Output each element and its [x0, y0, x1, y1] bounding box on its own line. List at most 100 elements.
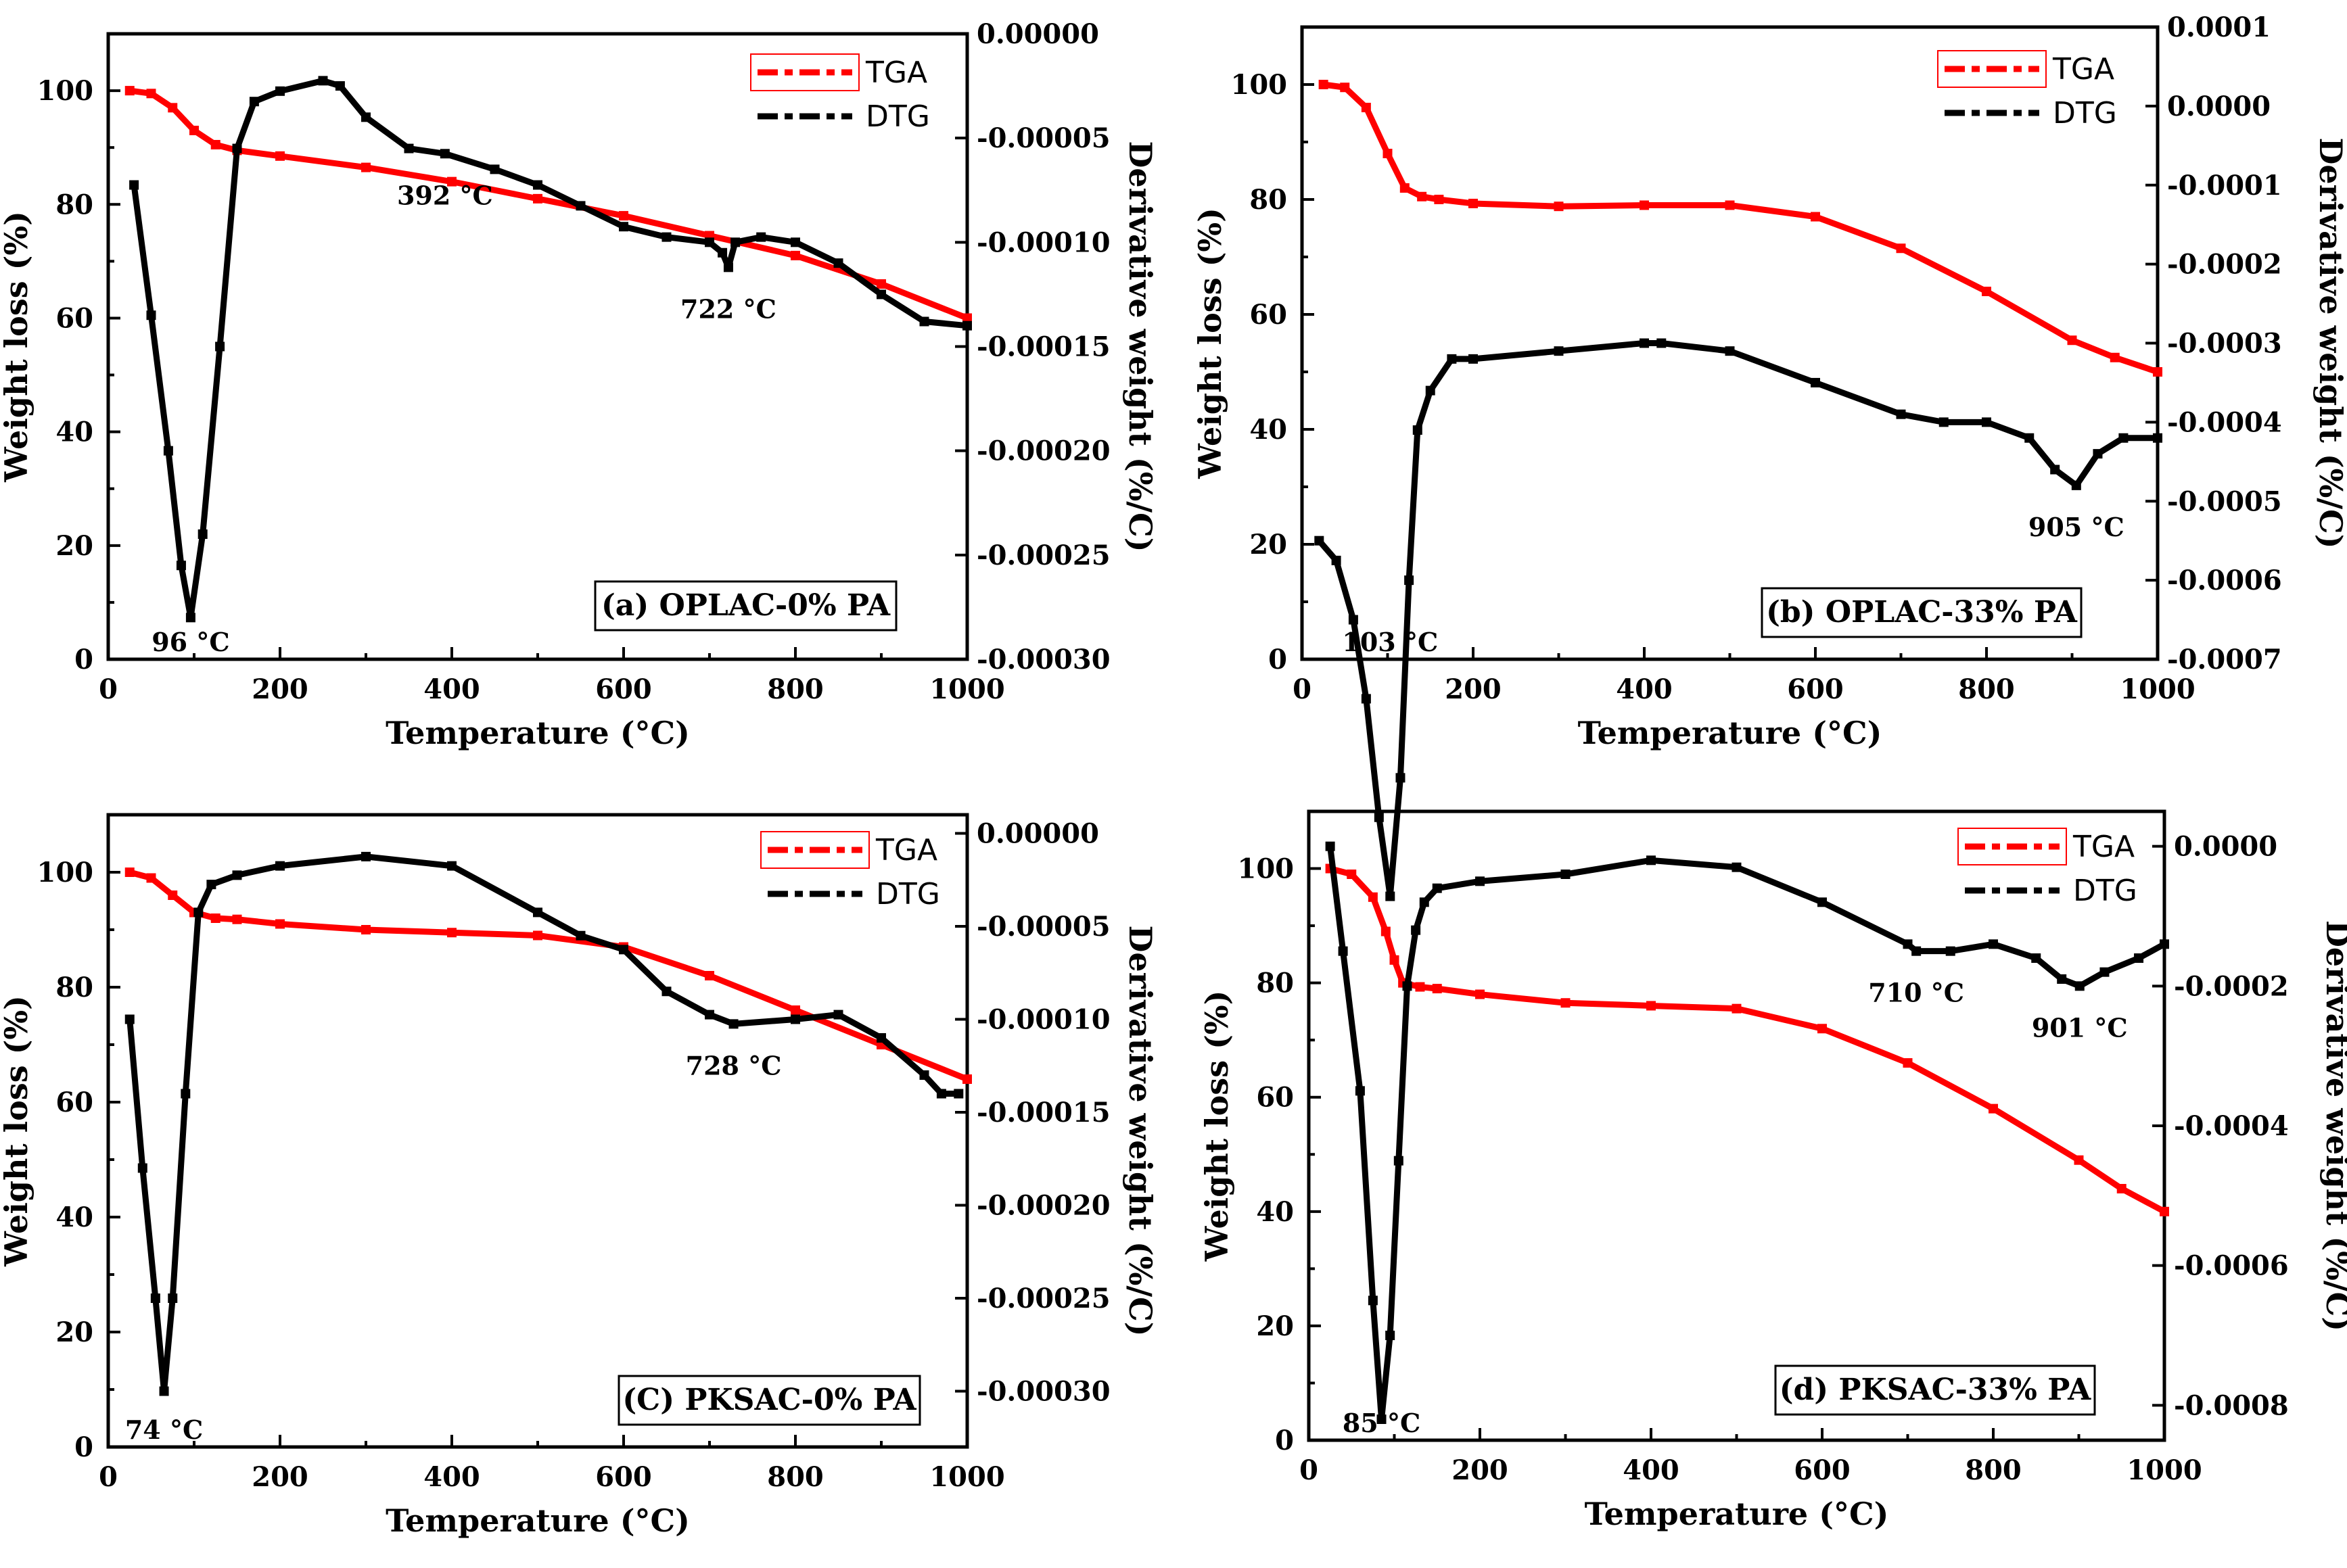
y2-tick-label: 0.0001	[2167, 11, 2271, 43]
legend-tga-box	[1957, 828, 2067, 865]
series-tga-line	[1323, 81, 2159, 375]
series-dtg-line	[126, 853, 959, 1394]
series-dtg-point	[756, 232, 766, 242]
legend: TGA DTG	[1957, 828, 2137, 908]
series-tga-line	[1329, 865, 2166, 1214]
y-axis-title: Weight loss (%)	[1192, 208, 1228, 479]
series-dtg-point	[318, 76, 328, 86]
panel-label: (b) OPLAC-33% PA	[1766, 595, 2078, 629]
y-tick-label: 0	[1275, 1425, 1294, 1456]
series-dtg-point	[197, 529, 208, 539]
series-dtg-point	[1338, 946, 1348, 956]
series-dtg-point	[1325, 841, 1335, 851]
series-dtg-point	[1911, 946, 1922, 956]
series-dtg-point	[661, 987, 672, 997]
legend-tga-label: TGA	[2072, 830, 2135, 864]
series-tga-point	[124, 86, 135, 96]
series-tga-point	[361, 925, 371, 934]
series-tga-point	[1640, 200, 1649, 210]
peak-annotation: 103 °C	[1342, 627, 1438, 657]
y2-tick-label: -0.00030	[977, 644, 1111, 675]
x-tick-label: 600	[595, 673, 652, 705]
legend: TGA DTG	[1937, 50, 2117, 130]
y-tick-label: 20	[55, 530, 93, 562]
series-dtg-point	[1411, 925, 1421, 935]
series-dtg-line	[131, 77, 968, 621]
series-dtg-point	[1355, 1086, 1365, 1096]
x-tick-label: 1000	[929, 1461, 1004, 1493]
y2-tick-label: 0.00000	[977, 18, 1099, 50]
series-dtg-point	[137, 1163, 147, 1173]
legend-tga-box	[760, 831, 870, 869]
series-tga-point	[146, 89, 156, 99]
y2-tick-label: -0.00010	[977, 1004, 1111, 1036]
y2-tick-label: -0.00015	[977, 1097, 1111, 1129]
series-dtg-point	[146, 310, 156, 320]
series-tga-point	[275, 919, 285, 929]
series-tga-point	[1896, 243, 1906, 254]
series-dtg-point	[1447, 354, 1457, 364]
x-tick-label: 400	[1623, 1454, 1679, 1486]
legend-dtg-label: DTG	[876, 877, 940, 911]
series-dtg-point	[1404, 575, 1414, 586]
y2-axis-title: Derivative weight (%/C)	[2313, 138, 2347, 549]
x-tick-label: 400	[1616, 673, 1673, 705]
series-dtg-point	[1425, 385, 1435, 396]
series-tga-point	[1415, 982, 1425, 992]
legend-dtg-label: DTG	[2053, 96, 2117, 130]
y-axis-title: Weight loss (%)	[0, 211, 34, 483]
series-tga-point	[1732, 1003, 1742, 1014]
series-tga-point	[705, 971, 714, 980]
x-tick-label: 800	[767, 673, 824, 705]
series-tga-point	[877, 279, 886, 289]
x-tick-label: 600	[1787, 673, 1844, 705]
series-tga-point	[232, 914, 242, 924]
series-dtg-point	[1393, 1156, 1403, 1166]
y-tick-label: 100	[1231, 69, 1288, 101]
plot-frame	[1307, 809, 2166, 1442]
peak-annotation: 74 °C	[125, 1415, 203, 1445]
series-dtg-point	[335, 81, 345, 91]
series-dtg-point	[705, 237, 714, 247]
y-tick-label: 20	[1249, 529, 1287, 561]
series-dtg-point	[490, 164, 500, 174]
y2-tick-label: -0.0007	[2167, 644, 2282, 675]
series-dtg-point	[723, 262, 733, 272]
series-dtg-point	[705, 1009, 714, 1020]
series-dtg-point	[1646, 855, 1656, 865]
series-tga-point	[2110, 352, 2120, 362]
y-tick-label: 40	[1249, 414, 1287, 446]
y2-tick-label: -0.0004	[2167, 406, 2282, 438]
series-dtg-point	[877, 1033, 886, 1043]
panel-label-box	[594, 580, 898, 632]
series-dtg-point	[275, 86, 285, 96]
y2-tick-label: -0.0004	[2174, 1110, 2289, 1142]
series-dtg-point	[2099, 967, 2110, 977]
series-tga-point	[361, 162, 371, 172]
y2-tick-label: -0.00010	[977, 227, 1111, 258]
series-dtg-point	[232, 143, 242, 153]
legend: TGA DTG	[750, 53, 930, 134]
y-tick-label: 0	[1268, 644, 1287, 675]
y-tick-label: 100	[37, 857, 94, 888]
series-dtg-point	[1725, 346, 1735, 356]
panel-1: 0 200 400 600 800 1000 0 20 40 60 80 100 -0.00030 -0.…	[0, 18, 1159, 751]
y-tick-label: 60	[55, 302, 93, 334]
y-axis-title: Weight loss (%)	[1199, 991, 1235, 1262]
series-tga-point	[1417, 191, 1427, 201]
y2-tick-label: -0.00020	[977, 435, 1111, 467]
series-dtg-point	[2050, 465, 2060, 475]
series-dtg-point	[1896, 409, 1906, 419]
y2-tick-label: 0.0000	[2167, 91, 2271, 122]
series-tga-point	[533, 193, 542, 204]
x-axis-title: Temperature (°C)	[1578, 715, 1882, 751]
y2-tick-label: -0.0003	[2167, 328, 2282, 360]
y2-tick-label: -0.0002	[2174, 970, 2289, 1002]
peak-annotation: 96 °C	[152, 627, 229, 657]
series-dtg-point	[404, 143, 414, 153]
series-dtg-point	[232, 870, 242, 880]
series-dtg-point	[1402, 981, 1412, 991]
y-tick-label: 0	[74, 1431, 93, 1463]
y-tick-label: 80	[55, 189, 93, 220]
series-dtg-point	[619, 945, 628, 955]
